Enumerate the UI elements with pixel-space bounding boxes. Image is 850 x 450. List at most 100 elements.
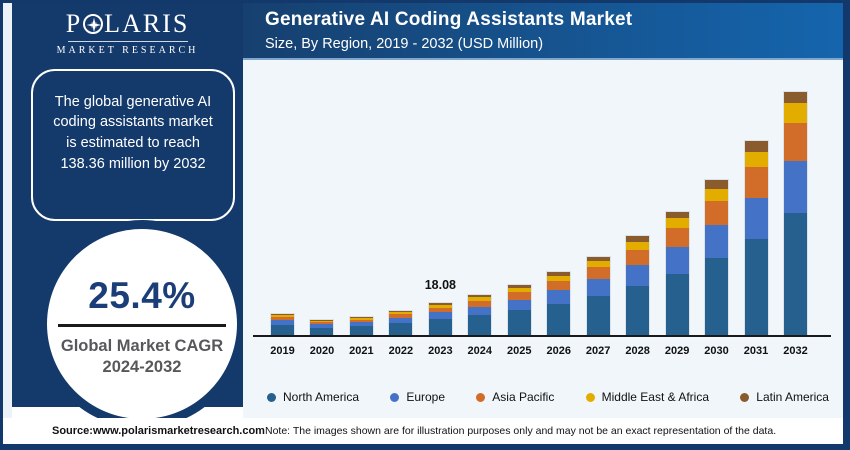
legend-dot-icon — [740, 392, 750, 402]
bar-segment — [665, 247, 689, 274]
note-text: Note: The images shown are for illustrat… — [265, 425, 777, 437]
bar-segment — [665, 218, 689, 229]
cagr-label-line1: Global Market CAGR — [60, 337, 224, 355]
chart-panel: 2019 2020 2021 2022 2023 18.08 2024 2025 2026 202… — [243, 60, 843, 418]
bar-segment — [428, 303, 452, 305]
x-tick-label: 2031 — [743, 345, 769, 357]
legend-label: Latin America — [756, 390, 829, 404]
sidebar: P LARIS MARKET RESEARCH The global genera… — [12, 3, 246, 428]
bar-segment — [349, 319, 373, 323]
bar-segment — [586, 267, 610, 280]
bar-segment — [547, 290, 571, 304]
x-tick-label: 2029 — [664, 345, 690, 357]
bar-segment — [547, 303, 571, 335]
bar-segment — [626, 241, 650, 250]
bar-column-2024: 2024 — [467, 294, 493, 357]
bar-segment — [310, 320, 334, 323]
legend-dot-icon — [390, 392, 400, 402]
legend-dot-icon — [267, 392, 276, 402]
bar-segment — [468, 300, 492, 307]
cagr-badge: 25.4% Global Market CAGR 2024-2032 — [47, 229, 237, 419]
bar-segment — [547, 280, 571, 291]
legend-label: North America — [283, 390, 360, 404]
bar-segment — [389, 323, 413, 335]
bar-segment — [428, 319, 452, 335]
bar-segment — [428, 304, 452, 308]
bar-segment — [586, 279, 610, 297]
bar-column-2029: 2029 — [664, 210, 690, 357]
bar-segment — [389, 312, 413, 315]
bar-column-2023: 2023 18.08 — [425, 278, 456, 357]
bar-segment — [310, 319, 334, 321]
bar-column-2020: 2020 — [309, 318, 335, 357]
bar-segment — [547, 275, 571, 281]
legend-dot-icon — [585, 392, 595, 402]
bar-segment — [586, 256, 610, 261]
polaris-logo: P LARIS MARKET RESEARCH — [12, 11, 243, 57]
legend-item: Europe — [390, 390, 445, 404]
bar-segment — [271, 320, 294, 325]
bar-column-2026: 2026 — [546, 271, 572, 357]
logo-letters: LARIS — [104, 9, 190, 38]
bar-segment — [705, 225, 729, 259]
x-tick-label: 2027 — [585, 345, 611, 357]
bar-segment — [744, 151, 768, 168]
bar-segment — [783, 103, 807, 124]
bar-segment — [468, 306, 492, 316]
bar-column-2030: 2030 — [704, 179, 730, 357]
chart-legend: North America Europe Asia Pacific Middle Ea… — [267, 390, 829, 404]
bar-segment — [626, 286, 650, 335]
logo-tagline: MARKET RESEARCH — [56, 45, 199, 56]
bar-segment — [271, 313, 294, 315]
left-accent-stripe — [3, 3, 12, 444]
bar-segment — [507, 285, 531, 288]
x-tick-label: 2026 — [546, 345, 571, 357]
legend-item: North America — [267, 390, 359, 404]
bar-column-2025: 2025 — [506, 284, 532, 357]
bar-segment — [626, 236, 650, 242]
bar-segment — [428, 307, 452, 313]
bar-column-2032: 2032 — [782, 90, 808, 357]
logo-letter: P — [65, 9, 83, 38]
bar-segment — [507, 310, 531, 335]
legend-item: Middle East & Africa — [585, 390, 709, 404]
bar-segment — [586, 260, 610, 268]
bar-segment — [428, 312, 452, 320]
bar-segment — [705, 180, 729, 189]
bar-value-label: 18.08 — [424, 278, 456, 293]
cagr-divider — [58, 324, 226, 327]
bar-segment — [468, 315, 492, 335]
bar-segment — [507, 292, 531, 300]
bar-segment — [783, 91, 807, 104]
x-tick-label: 2025 — [507, 345, 532, 357]
bar-segment — [547, 272, 571, 276]
bar-segment — [507, 287, 531, 293]
legend-label: Asia Pacific — [492, 390, 555, 404]
bar-column-2019: 2019 — [270, 312, 295, 357]
bar-segment — [626, 249, 650, 265]
page-title: Generative AI Coding Assistants Market — [265, 9, 633, 30]
bar-segment — [744, 167, 768, 198]
x-tick-label: 2024 — [467, 345, 493, 357]
bar-segment — [468, 297, 492, 301]
bar-segment — [586, 296, 610, 335]
x-tick-label: 2032 — [783, 345, 808, 357]
bar-segment — [783, 212, 807, 335]
bar-column-2027: 2027 — [585, 255, 611, 357]
bar-segment — [705, 188, 729, 202]
page-subtitle: Size, By Region, 2019 - 2032 (USD Millio… — [265, 36, 544, 52]
bar-segment — [783, 123, 807, 161]
cagr-value: 25.4% — [88, 275, 196, 316]
market-headline-box: The global generative AI coding assistan… — [31, 69, 235, 221]
market-headline-text: The global generative AI coding assistan… — [53, 93, 213, 172]
bar-segment — [389, 311, 413, 313]
chart-header: Generative AI Coding Assistants Market S… — [243, 3, 843, 60]
bar-segment — [349, 317, 373, 318]
bar-column-2028: 2028 — [625, 235, 651, 357]
bar-segment — [349, 326, 373, 335]
bar-segment — [349, 317, 373, 320]
logo-wordmark: P LARIS — [66, 11, 190, 37]
bar-column-2021: 2021 — [348, 316, 374, 357]
bar-segment — [507, 299, 531, 311]
